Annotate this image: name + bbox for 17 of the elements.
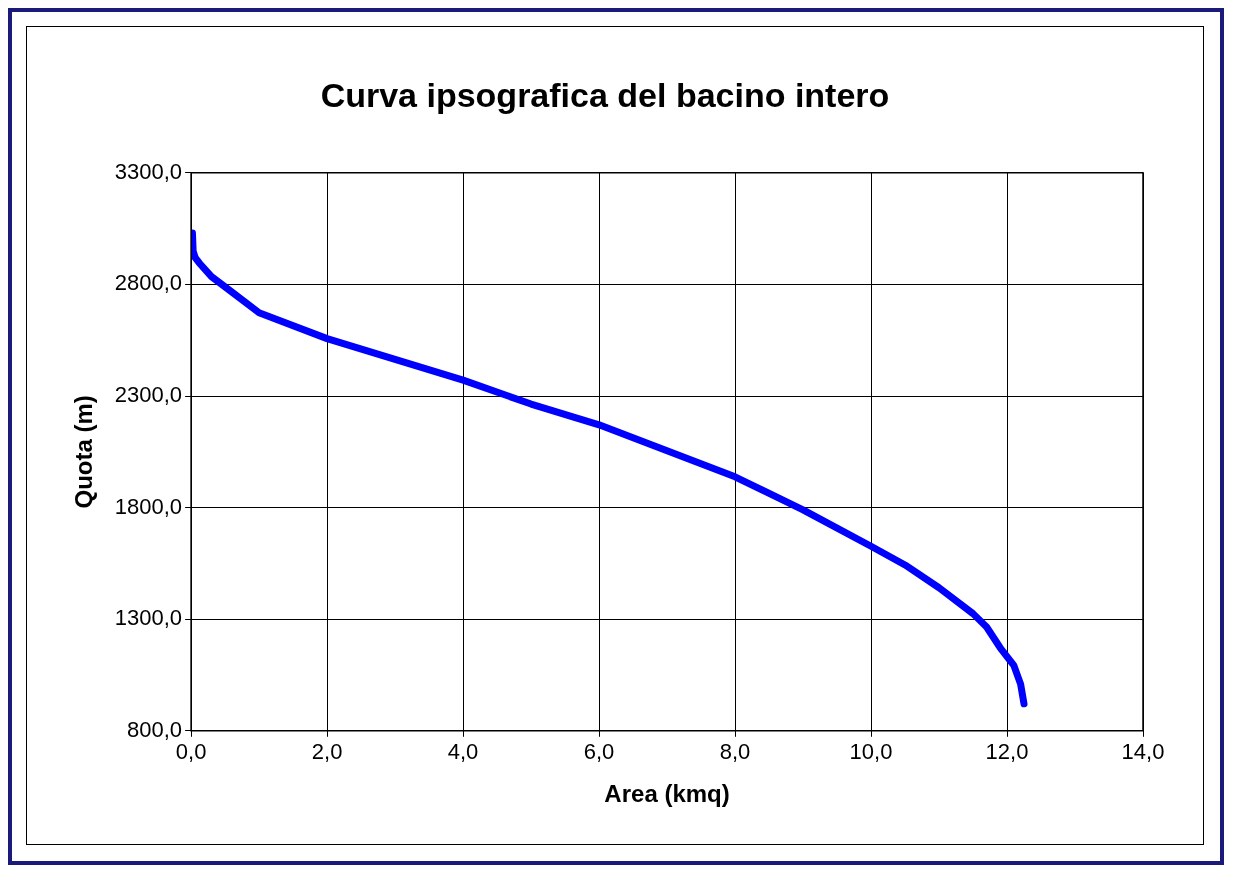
y-axis-title: Quota (m): [70, 395, 98, 509]
y-tick-label: 2800,0: [114, 270, 183, 296]
x-tick-label: 2,0: [311, 739, 343, 765]
y-tick-label: 3300,0: [114, 158, 183, 184]
x-tick-label: 12,0: [985, 739, 1029, 765]
y-tick-label: 1800,0: [114, 493, 183, 519]
y-tick-label: 1300,0: [114, 605, 183, 631]
y-tick-label: 2300,0: [114, 382, 183, 408]
x-tick-label: 10,0: [849, 739, 893, 765]
y-tick-label: 800,0: [127, 716, 183, 742]
x-axis-title: Area (kmq): [604, 780, 730, 808]
x-tick-label: 4,0: [447, 739, 479, 765]
chart-title: Curva ipsografica del bacino intero: [320, 75, 890, 114]
x-tick-label: 0,0: [175, 739, 207, 765]
x-tick-label: 8,0: [719, 739, 751, 765]
x-tick-label: 14,0: [1121, 739, 1165, 765]
x-tick-label: 6,0: [583, 739, 615, 765]
